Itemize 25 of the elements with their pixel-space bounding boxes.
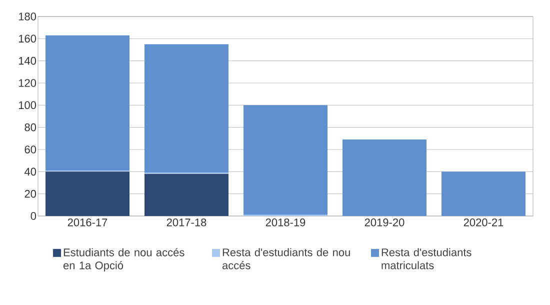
- y-tick-label: 60: [24, 146, 36, 154]
- bar: [144, 44, 228, 173]
- y-tick-label: 120: [18, 79, 36, 87]
- bar: [46, 35, 130, 171]
- bar: [144, 174, 228, 216]
- x-tick-label: 2018-19: [266, 218, 306, 226]
- y-tick-label: 140: [18, 56, 36, 65]
- x-tick-label: 2020-21: [464, 218, 504, 226]
- legend-label: Estudiants de nou accés en 1a Opció: [63, 248, 184, 272]
- x-tick-label: 2016-17: [68, 218, 108, 226]
- bar: [441, 172, 526, 216]
- y-tick-label: 80: [24, 123, 36, 132]
- y-tick-label: 0: [30, 212, 36, 220]
- y-tick-label: 20: [24, 190, 36, 198]
- bar: [244, 105, 328, 215]
- legend-label: Resta d'estudiants matriculats: [382, 248, 472, 270]
- x-tick-label: 2019-20: [364, 218, 404, 226]
- y-tick-label: 40: [24, 168, 36, 176]
- legend-label: Resta d'estudiants de nou accés: [222, 248, 350, 270]
- bar: [342, 140, 426, 216]
- x-tick-label: 2017-18: [166, 218, 206, 226]
- bar: [46, 172, 130, 216]
- y-tick-label: 160: [18, 34, 36, 43]
- y-tick-label: 180: [18, 12, 36, 20]
- y-tick-label: 100: [18, 101, 36, 110]
